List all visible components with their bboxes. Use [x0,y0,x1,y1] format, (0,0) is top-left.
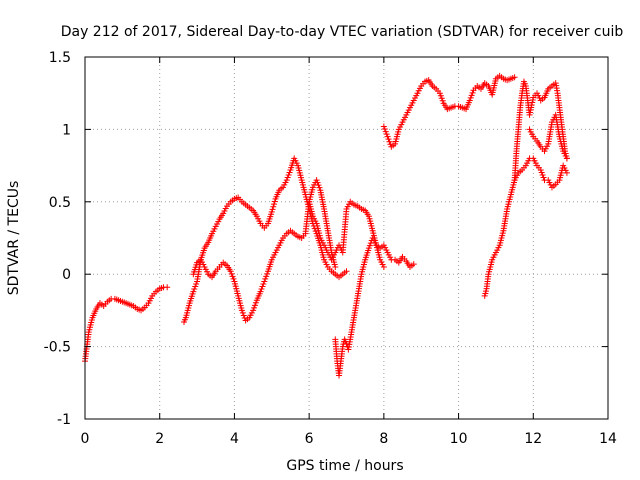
x-tick-label: 4 [230,431,239,447]
data-point [250,307,257,314]
data-point [385,136,392,143]
axis-ticks [84,56,609,420]
data-point [468,92,475,99]
data-point [190,288,197,295]
data-point [439,97,446,104]
x-tick-labels: 0 2 4 6 8 10 12 14 [81,431,617,447]
x-tick-label: 6 [305,431,314,447]
data-point [251,304,258,311]
data-point [164,284,171,291]
y-axis-label: SDTVAR / TECUs [6,181,22,296]
data-point [252,299,259,306]
data-point [238,307,245,314]
data-point [316,184,323,191]
y-tick-labels: -1 -0.5 0 0.5 1 1.5 [44,50,71,428]
data-point [228,270,235,277]
y-tick-label: 0.5 [49,195,71,211]
data-point [315,182,322,189]
data-point [193,280,200,287]
data-point [366,242,373,249]
data-point [285,172,292,179]
data-point [284,174,291,181]
series-5 [380,72,518,150]
data-point [466,97,473,104]
data-point [384,133,391,140]
x-tick-label: 10 [450,431,468,447]
data-point [262,275,269,282]
data-point [438,95,445,102]
data-point [270,203,277,210]
y-tick-label: -0.5 [44,340,71,356]
x-tick-label: 14 [599,431,617,447]
series-8 [526,111,570,162]
data-point [539,172,546,179]
data-point [381,126,388,133]
grid [85,57,608,419]
data-point [343,340,350,347]
x-tick-label: 8 [379,431,388,447]
data-point [227,268,234,275]
x-tick-label: 2 [155,431,164,447]
x-axis-label: GPS time / hours [286,458,403,474]
data-point [261,278,268,285]
data-point [271,201,278,208]
data-point [269,206,276,213]
data-point [469,89,476,96]
data-point [382,128,389,135]
data-point [386,138,393,145]
data-point [251,302,258,309]
data-point [365,245,372,252]
data-point [538,169,545,176]
data-point [437,92,444,99]
series-6 [481,155,570,299]
data-point [286,169,293,176]
data-point [191,286,198,293]
y-tick-label: 1 [62,122,71,138]
y-tick-label: 1.5 [49,50,71,66]
x-tick-label: 0 [81,431,90,447]
series-0 [82,284,171,365]
data-point [268,208,275,215]
data-point [563,155,570,162]
data-point [380,263,387,270]
data-point [563,169,570,176]
data-points [82,72,570,379]
series-4 [306,198,387,270]
x-tick-label: 12 [524,431,542,447]
data-point [259,283,266,290]
data-point [229,273,236,280]
data-point [271,198,278,205]
data-point [332,263,339,270]
data-point [260,280,267,287]
data-point [230,275,237,282]
data-point [511,74,518,81]
data-point [239,309,246,316]
chart-title: Day 212 of 2017, Sidereal Day-to-day VTE… [61,24,624,40]
data-point [380,123,387,130]
data-point [257,288,264,295]
y-tick-label: 0 [62,267,71,283]
series-3 [332,235,417,379]
data-point [240,312,247,319]
data-point [264,270,271,277]
data-point [410,261,417,268]
data-point [283,177,290,184]
data-point [436,90,443,97]
data-point [383,131,390,138]
data-point [343,268,350,275]
y-tick-label: -1 [57,412,71,428]
data-point [540,174,547,181]
data-point [314,179,321,186]
series-2 [190,177,339,324]
data-point [537,166,544,173]
data-point [313,177,320,184]
plot-frame [84,56,609,420]
data-point [467,94,474,101]
data-point [192,283,199,290]
data-point [258,286,265,293]
series-7 [511,78,570,184]
data-point [263,273,270,280]
